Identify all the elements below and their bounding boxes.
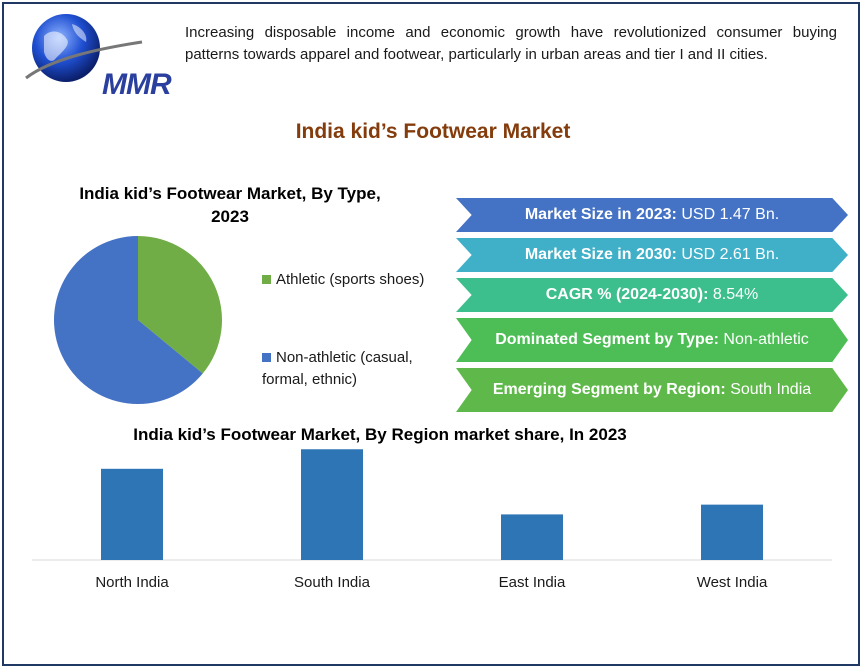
legend-item-non-athletic: Non-athletic (casual, formal, ethnic): [262, 347, 432, 391]
bar-chart-title: India kid’s Footwear Market, By Region m…: [133, 425, 627, 444]
bar-chart: North India South India East India West Ind…: [32, 449, 832, 591]
ribbon-label: CAGR % (2024-2030):: [545, 286, 709, 303]
legend-swatch: [262, 275, 271, 284]
ribbon-value: South India: [725, 381, 812, 398]
ribbon-cagr: CAGR % (2024-2030): 8.54%: [456, 278, 848, 312]
pie-slice: [53, 236, 203, 404]
x-tick-label: North India: [95, 574, 169, 591]
infographic-frame: [2, 2, 860, 666]
legend-item-athletic: Athletic (sports shoes): [262, 269, 424, 291]
legend-label: Athletic (sports shoes): [276, 271, 425, 288]
pie-slice: [138, 236, 222, 374]
ribbon-value: Non-athletic: [718, 331, 809, 348]
ribbon-market-size-2030: Market Size in 2030: USD 2.61 Bn.: [456, 238, 848, 272]
bar: [701, 504, 763, 560]
main-title: India kid’s Footwear Market: [295, 120, 571, 143]
legend-label: Non-athletic (casual, formal, ethnic): [262, 349, 413, 388]
ribbon-label: Dominated Segment by Type:: [495, 331, 719, 348]
x-tick-label: West India: [697, 574, 768, 591]
globe-icon: [25, 14, 143, 82]
ribbon-label: Market Size in 2023:: [524, 206, 677, 223]
x-tick-label: East India: [499, 574, 566, 591]
bar: [101, 468, 163, 560]
ribbon-market-size-2023: Market Size in 2023: USD 1.47 Bn.: [456, 198, 848, 232]
ribbon-dominated-segment: Dominated Segment by Type: Non-athletic: [456, 318, 848, 362]
ribbon-value: USD 2.61 Bn.: [676, 246, 780, 263]
intro-text: Increasing disposable income and economi…: [185, 24, 837, 63]
pie-chart-title: India kid’s Footwear Market, By Type, 20…: [79, 184, 381, 226]
pie-chart: [53, 236, 222, 404]
logo-text: MMR: [102, 68, 172, 101]
ribbon-value: 8.54%: [708, 286, 759, 303]
legend-swatch: [262, 353, 271, 362]
ribbon-emerging-segment: Emerging Segment by Region: South India: [456, 368, 848, 412]
x-tick-label: South India: [294, 574, 371, 591]
bar: [501, 514, 563, 560]
ribbon-label: Emerging Segment by Region:: [492, 381, 726, 398]
key-stats: Market Size in 2023: USD 1.47 Bn. Market…: [456, 198, 848, 418]
ribbon-label: Market Size in 2030:: [524, 246, 677, 263]
bar: [301, 449, 363, 560]
mmr-logo: MMR: [22, 8, 172, 101]
ribbon-value: USD 1.47 Bn.: [676, 206, 780, 223]
